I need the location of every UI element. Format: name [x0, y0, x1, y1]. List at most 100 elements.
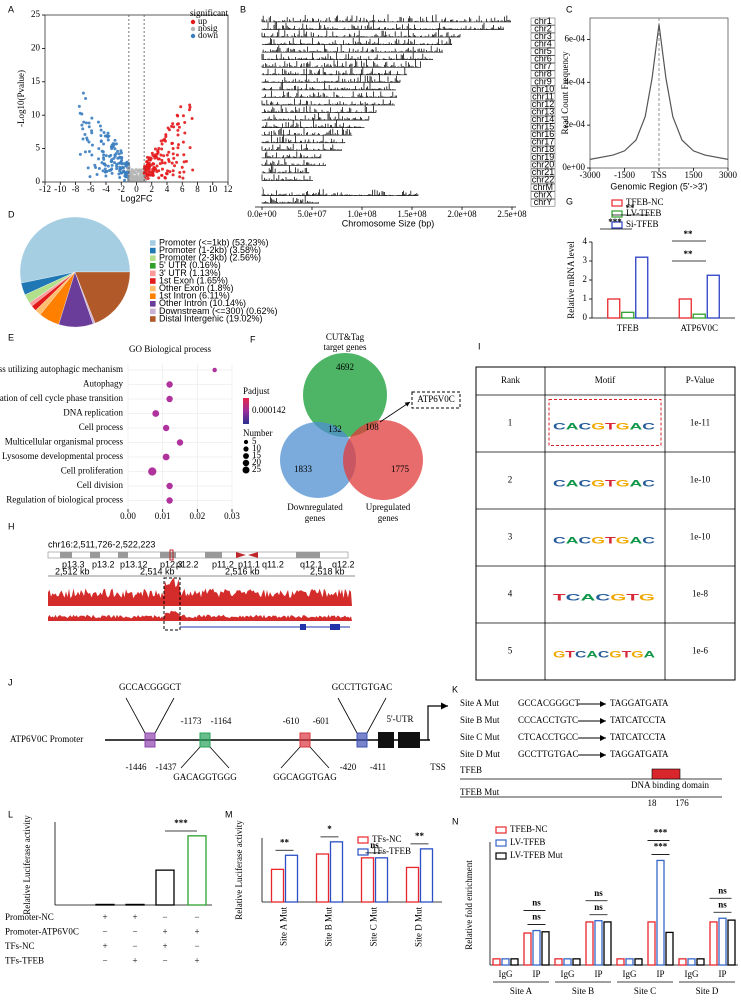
- legend-swatch: [611, 210, 623, 218]
- chromosome-box: [530, 168, 556, 177]
- site-name: Site C Mut: [460, 732, 500, 742]
- point: [170, 142, 174, 146]
- point: [157, 176, 161, 180]
- point: [175, 160, 179, 164]
- significance: ns: [594, 888, 603, 898]
- point: [168, 170, 172, 174]
- table-cell: 4: [508, 589, 513, 599]
- chromosome-label: chr16: [532, 129, 555, 139]
- site-sequence: GCCTTGTGAC: [332, 682, 393, 692]
- y-category-label: Multicellular organismal process: [5, 437, 124, 447]
- point: [176, 128, 180, 132]
- point: [127, 165, 131, 169]
- x-tick-label: 2.5e+08: [497, 209, 527, 219]
- legend-swatch: [150, 247, 156, 254]
- bar: [718, 917, 727, 966]
- domain-position: 18: [648, 798, 658, 808]
- chromosome-box: [530, 161, 556, 169]
- panel-label: G: [566, 196, 573, 206]
- x-tick-label: -1500: [614, 170, 635, 180]
- point: [81, 127, 85, 131]
- x-tick-label: 10: [208, 184, 218, 194]
- chromosome-box: [530, 115, 556, 124]
- coverage-track: [261, 74, 401, 83]
- bar: [727, 919, 736, 966]
- ideogram-band: [205, 552, 222, 558]
- point: [114, 152, 118, 156]
- x-tick-label: 6: [180, 184, 185, 194]
- panel-label: F: [250, 334, 256, 344]
- condition-sign: +: [132, 956, 137, 966]
- point: [163, 161, 167, 165]
- venn-count: 108: [365, 422, 379, 432]
- point: [101, 169, 105, 173]
- point: [106, 131, 110, 135]
- chromosome-label: chrY: [534, 197, 553, 207]
- site-position: -610: [283, 716, 300, 726]
- venn-count: 1775: [391, 464, 410, 474]
- highlight-gene: ATP6V0C: [417, 394, 455, 404]
- bar: [510, 958, 519, 966]
- chromosome-box: [530, 108, 556, 116]
- chromosome-box: [530, 191, 556, 199]
- x-tick-label: -12: [39, 184, 51, 194]
- point: [102, 130, 106, 134]
- bar: [419, 848, 434, 903]
- bar: [523, 932, 532, 966]
- point: [99, 134, 103, 138]
- point: [182, 153, 186, 157]
- coverage-track: [261, 143, 342, 151]
- panel-label: D: [8, 209, 15, 219]
- legend-swatch: [150, 255, 156, 261]
- chromosome-label: chr22: [532, 174, 555, 184]
- coverage-track: [261, 189, 419, 196]
- protein-label: TFEB Mut: [460, 787, 500, 797]
- point: [183, 120, 187, 124]
- point: [157, 146, 161, 150]
- coverage-track: [261, 52, 433, 60]
- venn-circle: [280, 422, 356, 498]
- bar: [665, 931, 674, 966]
- y-tick-label: 20: [31, 42, 41, 52]
- venn-label: genes: [305, 513, 326, 523]
- legend-label: LV-TFEB: [510, 837, 545, 847]
- chromosome-label: chr20: [532, 159, 555, 169]
- y-category-label: Lysosome developmental process: [2, 451, 123, 461]
- point: [158, 162, 162, 166]
- legend-swatch: [357, 836, 369, 844]
- point: [98, 124, 102, 128]
- dot: [212, 367, 217, 373]
- point: [153, 166, 157, 170]
- venn-count: 4692: [336, 362, 354, 372]
- chromosome-label: chr8: [534, 69, 552, 79]
- x-tick-label: 4: [165, 184, 170, 194]
- point: [157, 169, 161, 173]
- x-category-label: IP: [656, 969, 664, 979]
- point: [160, 142, 164, 146]
- point: [124, 174, 128, 178]
- point: [150, 172, 154, 176]
- point: [90, 143, 94, 147]
- point: [113, 147, 117, 151]
- promoter-label: ATP6V0C Promoter: [10, 734, 83, 744]
- chromosome-box: [530, 25, 556, 33]
- condition-sign: −: [102, 956, 107, 966]
- point: [188, 146, 192, 150]
- point: [181, 140, 185, 144]
- band-label: p13.12: [120, 559, 148, 569]
- table-cell: 1e-10: [690, 532, 711, 542]
- bar: [270, 868, 285, 903]
- point: [99, 128, 103, 132]
- color-bar: [243, 398, 249, 424]
- point: [135, 180, 139, 182]
- point: [84, 121, 88, 125]
- point: [181, 114, 185, 118]
- chromosome-box: [530, 183, 556, 192]
- point: [97, 157, 101, 161]
- chromosome-box: [530, 153, 556, 162]
- binding-site: [299, 732, 311, 748]
- chart-title: GO Biological process: [129, 344, 211, 354]
- highlight-box: [163, 577, 181, 631]
- x-tick-label: 2.0e+08: [447, 209, 477, 219]
- chromosome-box: [530, 198, 556, 207]
